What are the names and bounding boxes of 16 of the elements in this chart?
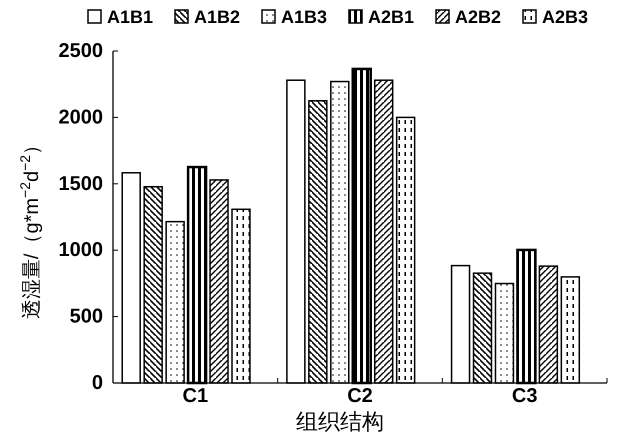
x-tick-label: C2 <box>347 385 373 407</box>
legend-label: A2B1 <box>368 7 414 27</box>
x-tick-label: C1 <box>182 385 208 407</box>
legend-label: A1B1 <box>107 7 154 27</box>
y-tick-label: 0 <box>92 372 103 394</box>
x-axis-title: 组织结构 <box>296 409 384 434</box>
y-tick-label: 2000 <box>58 106 103 128</box>
legend-label: A1B3 <box>281 7 328 27</box>
y-tick-label: 500 <box>70 306 103 328</box>
y-tick-label: 1500 <box>58 172 103 195</box>
x-tick-label: C3 <box>512 385 538 407</box>
legend-label: A2B3 <box>542 7 588 27</box>
legend-label: A1B2 <box>194 7 240 27</box>
y-tick-label: 2500 <box>58 40 103 62</box>
legend-label: A2B2 <box>455 7 502 27</box>
y-tick-label: 1000 <box>58 239 103 262</box>
